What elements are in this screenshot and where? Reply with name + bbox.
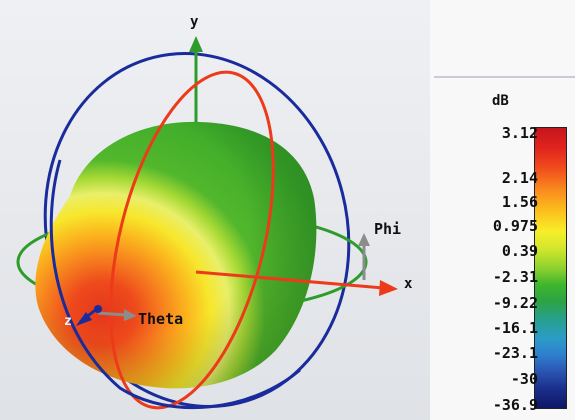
legend-unit-label: dB [492,93,509,109]
legend-tick: -23.1 [492,344,538,362]
legend-divider [434,76,575,78]
theta-ring [109,70,275,410]
colorbar-gradient [534,127,567,409]
theta-label: Theta [138,310,184,328]
pattern-plot-svg [16,36,398,410]
x-axis-label: x [404,276,413,292]
x-axis-line [195,270,385,290]
z-axis-label: z [64,314,72,329]
legend-tick: 1.56 [501,193,538,211]
legend-tick: 0.975 [492,217,538,235]
3d-viewport[interactable]: y x z Phi Theta [0,0,430,420]
theta-direction-arrow [124,309,137,321]
legend-tick: -2.31 [492,268,538,286]
phi-label: Phi [374,220,402,238]
legend-tick: 2.14 [501,169,538,187]
lobe-shading [35,121,317,389]
y-axis-arrow [189,36,203,52]
x-axis-arrow [379,280,398,296]
phi-direction-arrow [358,233,370,246]
legend-tick: 3.12 [501,124,538,142]
legend-tick: -36.9 [492,396,538,414]
outer-ring-front [49,159,301,410]
theta-direction-line [97,311,127,317]
legend-tick: -16.1 [492,319,538,337]
legend-tick: 0.39 [501,242,538,260]
legend-tick: -9.22 [492,294,538,312]
y-axis-label: y [190,14,199,30]
z-axis-arrow [76,312,92,326]
origin-marker [94,305,102,313]
legend-tick: -30 [510,370,538,388]
